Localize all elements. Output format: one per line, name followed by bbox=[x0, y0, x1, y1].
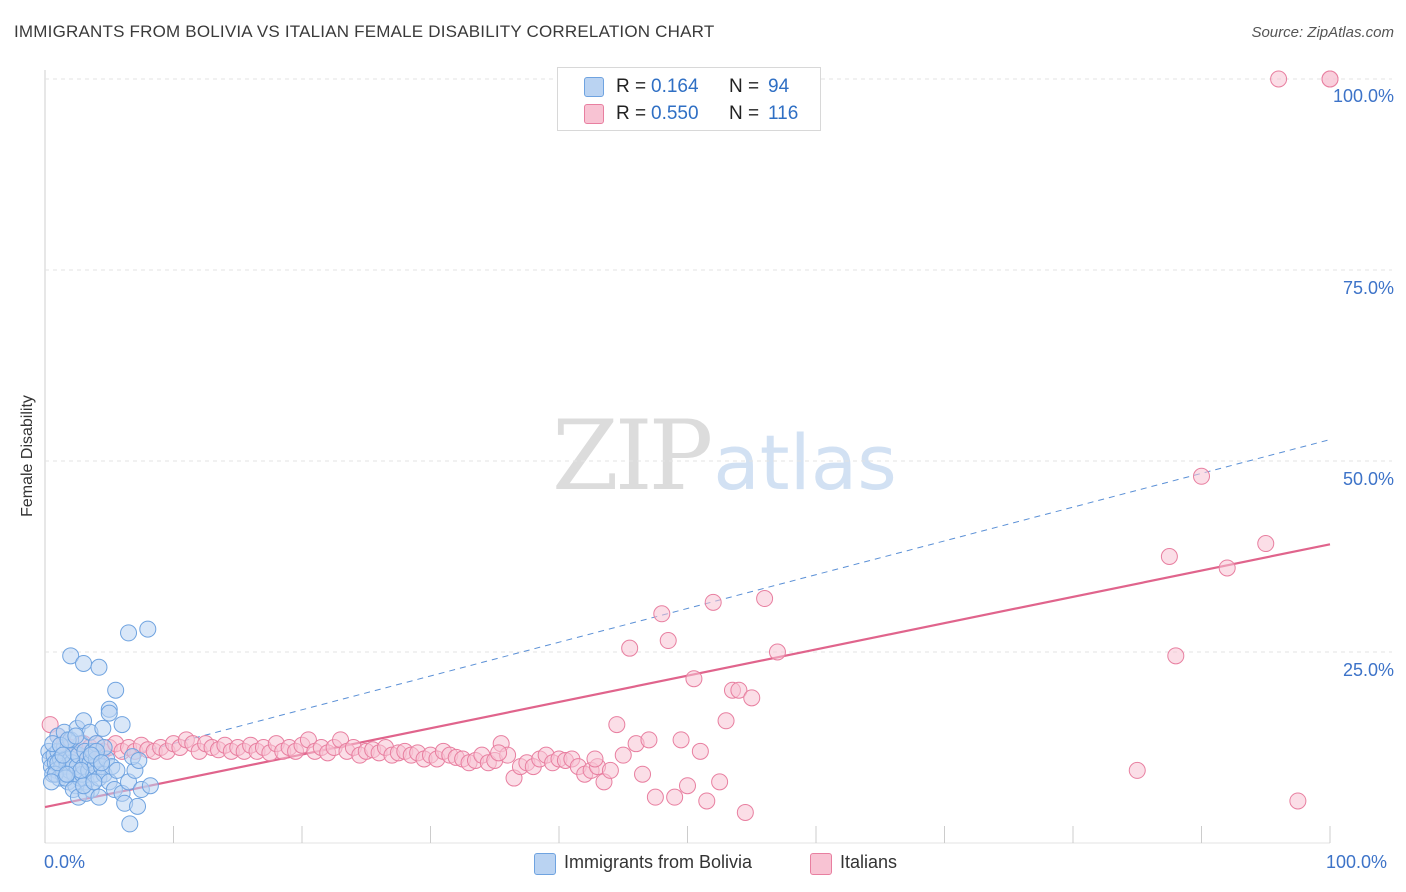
legend-n-value: 94 bbox=[768, 76, 790, 97]
data-point-italians bbox=[666, 788, 684, 806]
legend-swatch-italians bbox=[584, 104, 604, 124]
data-point-bolivia bbox=[130, 751, 148, 769]
legend-n-label: N = bbox=[729, 76, 760, 97]
data-point-italians bbox=[653, 605, 671, 623]
data-point-italians bbox=[691, 742, 709, 760]
data-point-bolivia bbox=[54, 746, 72, 764]
data-point-italians bbox=[614, 746, 632, 764]
trend-line-bolivia bbox=[44, 439, 1331, 778]
series-swatch-bolivia bbox=[534, 853, 556, 875]
x-tick-label: 0.0% bbox=[44, 852, 86, 872]
data-point-bolivia bbox=[67, 727, 85, 745]
data-point-italians bbox=[621, 639, 639, 657]
data-point-bolivia bbox=[141, 777, 159, 795]
data-point-bolivia bbox=[94, 719, 112, 737]
watermark-atlas: atlas bbox=[713, 418, 897, 507]
data-point-italians bbox=[672, 731, 690, 749]
data-point-italians bbox=[1257, 535, 1275, 553]
data-point-bolivia bbox=[75, 654, 93, 672]
data-point-bolivia bbox=[90, 658, 108, 676]
x-tick-label: 100.0% bbox=[1326, 852, 1388, 872]
data-point-italians bbox=[608, 716, 626, 734]
y-tick-label: 25.0% bbox=[1342, 660, 1394, 680]
data-point-bolivia bbox=[108, 761, 126, 779]
data-point-bolivia bbox=[85, 773, 103, 791]
data-point-italians bbox=[601, 761, 619, 779]
data-point-italians bbox=[704, 593, 722, 611]
data-point-italians bbox=[698, 792, 716, 810]
y-tick-label: 100.0% bbox=[1332, 86, 1394, 106]
legend-n-value: 116 bbox=[768, 103, 799, 124]
data-point-italians bbox=[1160, 548, 1178, 565]
correlation-legend: R = 0.164 N = 94 R = 0.550 N = 116 bbox=[557, 67, 821, 131]
data-point-bolivia bbox=[58, 765, 76, 783]
data-point-bolivia bbox=[100, 704, 118, 722]
data-point-bolivia bbox=[72, 761, 90, 779]
data-point-italians bbox=[634, 765, 652, 783]
data-point-italians bbox=[1193, 467, 1210, 485]
data-point-italians bbox=[490, 744, 508, 762]
data-point-bolivia bbox=[62, 647, 80, 665]
data-point-italians bbox=[1289, 792, 1307, 810]
legend-r-label: R = bbox=[616, 76, 647, 97]
data-point-italians bbox=[586, 750, 604, 768]
data-point-bolivia bbox=[121, 815, 139, 833]
series-legend-label: Immigrants from Bolivia bbox=[564, 852, 753, 872]
y-tick-label: 75.0% bbox=[1342, 278, 1394, 298]
series-swatch-italians bbox=[810, 853, 832, 875]
data-point-italians bbox=[768, 643, 786, 661]
legend-r-value: 0.164 bbox=[651, 76, 699, 97]
data-point-italians bbox=[756, 590, 774, 608]
data-point-italians bbox=[646, 788, 664, 806]
data-point-italians bbox=[1218, 559, 1236, 577]
data-point-italians bbox=[685, 670, 703, 688]
data-point-italians bbox=[717, 712, 735, 730]
series-legend-label: Italians bbox=[840, 852, 898, 872]
data-point-italians bbox=[711, 773, 729, 791]
data-point-bolivia bbox=[93, 754, 111, 772]
data-point-bolivia bbox=[120, 624, 138, 642]
data-point-italians bbox=[1167, 647, 1185, 665]
watermark: ZIPatlas bbox=[552, 400, 897, 512]
legend-r-label: R = bbox=[616, 103, 647, 124]
data-point-bolivia bbox=[42, 773, 60, 791]
data-point-bolivia bbox=[113, 716, 131, 734]
watermark-zip: ZIP bbox=[552, 400, 713, 512]
chart-source: Source: ZipAtlas.com bbox=[1251, 24, 1394, 41]
data-point-italians bbox=[1270, 70, 1288, 88]
legend-n-label: N = bbox=[729, 103, 760, 124]
data-point-bolivia bbox=[90, 788, 108, 806]
data-point-italians bbox=[1321, 70, 1339, 88]
data-point-italians bbox=[730, 681, 748, 699]
y-tick-label: 50.0% bbox=[1342, 469, 1394, 489]
legend-r-value: 0.550 bbox=[651, 103, 699, 124]
data-point-italians bbox=[679, 777, 696, 795]
data-point-bolivia bbox=[107, 681, 125, 699]
legend-swatch-bolivia bbox=[584, 77, 604, 97]
chart-title: IMMIGRANTS FROM BOLIVIA VS ITALIAN FEMAL… bbox=[14, 22, 715, 41]
data-point-italians bbox=[659, 632, 677, 650]
data-point-italians bbox=[743, 689, 761, 707]
data-point-bolivia bbox=[129, 797, 147, 815]
data-point-italians bbox=[736, 803, 754, 821]
data-point-italians bbox=[1128, 761, 1146, 779]
data-point-bolivia bbox=[139, 620, 157, 638]
data-point-italians bbox=[640, 731, 658, 749]
